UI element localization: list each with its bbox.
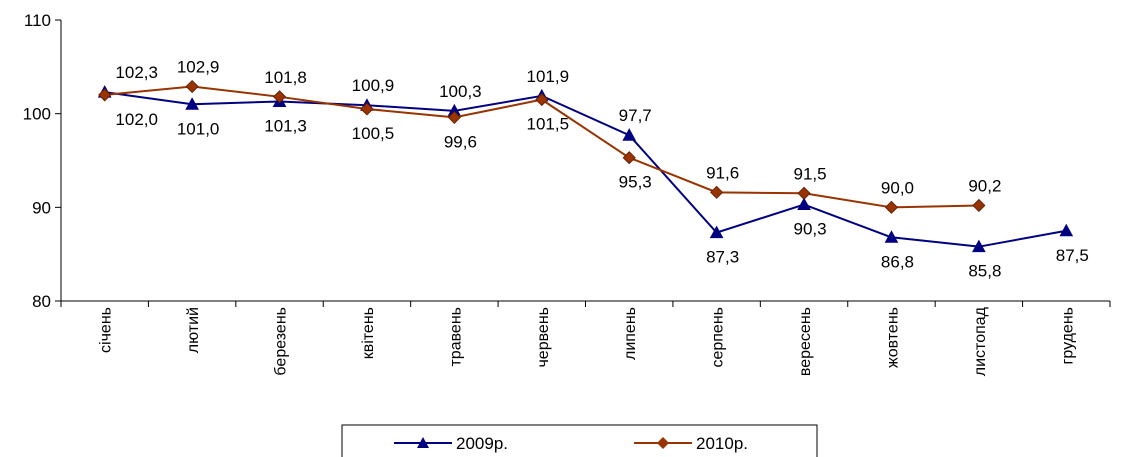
- series-layer: [97, 79, 1074, 253]
- x-category-label: серпень: [710, 307, 727, 368]
- data-label: 85,8: [968, 262, 1001, 281]
- data-label: 101,9: [527, 67, 570, 86]
- data-label: 101,5: [527, 115, 570, 134]
- series-1-point: [622, 128, 637, 141]
- data-label: 101,0: [177, 119, 220, 138]
- data-label: 87,3: [706, 248, 739, 267]
- series-1-point: [709, 225, 724, 239]
- x-category-label: листопад: [972, 306, 989, 376]
- series-2-point: [622, 151, 636, 165]
- x-category-label: грудень: [1059, 307, 1076, 364]
- legend-label: 2010р.: [696, 434, 748, 453]
- data-label: 91,5: [793, 164, 826, 183]
- series-2-point: [447, 110, 461, 124]
- x-category-label: жовтень: [884, 307, 901, 368]
- data-label: 102,0: [115, 110, 158, 129]
- series-2-point: [98, 88, 112, 102]
- y-tick-label: 100: [23, 105, 51, 124]
- data-label: 102,9: [177, 58, 220, 77]
- data-label: 95,3: [619, 173, 652, 192]
- data-label: 100,5: [352, 124, 395, 143]
- legend-diamond-marker: [657, 437, 669, 449]
- y-tick-label: 110: [24, 11, 51, 30]
- data-label: 90,2: [968, 176, 1001, 195]
- legend: 2009р. 2010р.: [341, 424, 818, 457]
- y-tick-label: 90: [32, 198, 51, 217]
- series-2-point: [185, 79, 199, 94]
- data-label: 101,3: [264, 116, 307, 135]
- x-category-label: травень: [447, 307, 464, 367]
- series-2-point: [710, 185, 724, 199]
- legend-label: 2009р.: [456, 434, 508, 453]
- series-2-point: [360, 102, 374, 116]
- data-label: 100,3: [439, 82, 482, 101]
- x-category-label: квітень: [360, 307, 377, 359]
- data-label: 102,3: [115, 63, 158, 82]
- x-category-label: липень: [622, 307, 639, 360]
- series-2-point: [797, 186, 811, 200]
- x-category-label: вересень: [797, 307, 814, 376]
- series-1-point: [1059, 223, 1074, 237]
- x-category-label: березень: [273, 307, 290, 376]
- x-category-label: червень: [535, 307, 552, 368]
- x-category-label: січень: [98, 307, 115, 353]
- data-label: 91,6: [706, 163, 739, 182]
- legend-triangle-marker: [417, 437, 429, 448]
- data-label: 99,6: [444, 132, 477, 151]
- data-label: 100,9: [352, 76, 395, 95]
- data-label: 86,8: [881, 252, 914, 271]
- x-category-label: лютий: [185, 307, 202, 353]
- data-label: 90,3: [793, 220, 826, 239]
- series-2-point: [884, 200, 899, 214]
- y-tick-label: 80: [32, 292, 51, 311]
- data-label: 90,0: [881, 178, 914, 197]
- data-label: 101,8: [264, 68, 307, 87]
- axes: 80 90 100 110 січень лютий березень квітень трав…: [23, 11, 1111, 376]
- series-1-point: [185, 97, 199, 110]
- series-2-point: [972, 198, 986, 213]
- data-label: 97,7: [619, 106, 652, 125]
- series-1-point: [797, 197, 811, 211]
- data-label: 87,5: [1056, 246, 1089, 265]
- series-1-point: [972, 239, 986, 253]
- series-2-point: [535, 93, 549, 107]
- series-1-point: [884, 230, 899, 243]
- data-labels: 102,3 102,0 101,0 102,9 101,3 101,8 100,9 100,5…: [115, 58, 1088, 281]
- series-2-point: [272, 90, 287, 104]
- series-line-1: [104, 91, 1067, 248]
